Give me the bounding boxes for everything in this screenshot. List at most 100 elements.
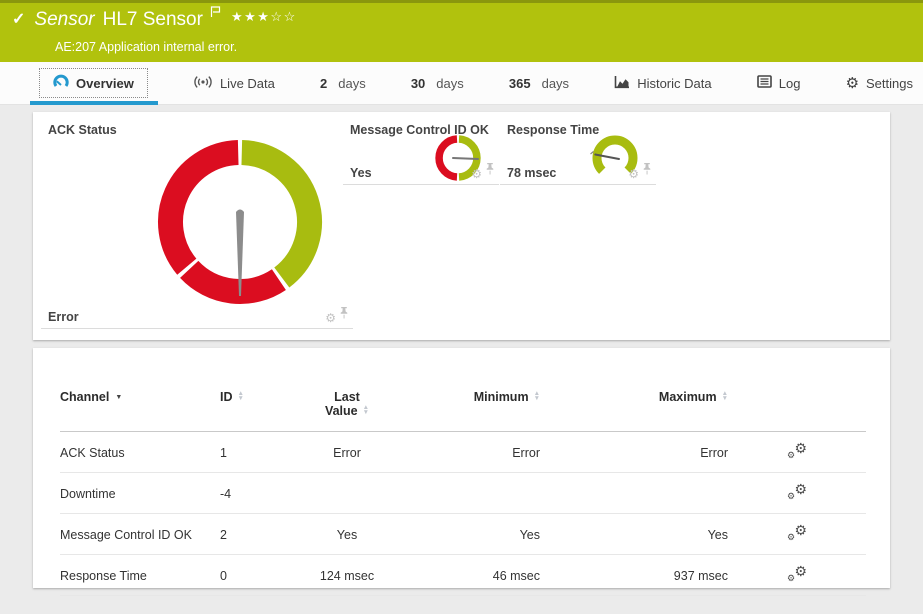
gauge-title: Response Time xyxy=(507,123,600,137)
gauge-value: 78 msec xyxy=(507,166,557,180)
tab-live-data-label: Live Data xyxy=(219,75,275,91)
header-id[interactable]: ID ▲ ▼ xyxy=(220,378,292,432)
gauge-settings-icon[interactable]: ⚙ xyxy=(628,167,639,181)
priority-stars[interactable]: ★★★☆☆ xyxy=(231,9,297,25)
header-minimum-label: Minimum xyxy=(473,390,529,404)
stars-filled: ★★★ xyxy=(230,9,271,24)
sort-icon: ▲ ▼ xyxy=(237,390,244,402)
channel-settings-icon[interactable]: ⚙ ⚙ xyxy=(787,522,807,542)
gauge-pin-icon[interactable] xyxy=(485,162,495,180)
object-type-label: Sensor xyxy=(34,9,95,30)
gauge-needle xyxy=(236,209,244,296)
tab-settings[interactable]: ⚙ Settings xyxy=(846,76,913,91)
sensor-message: AE:207 Application internal error. xyxy=(55,40,238,54)
table-row: Message Control ID OK 2 Yes Yes Yes ⚙ ⚙ xyxy=(60,513,866,555)
status-check-icon: ✓ xyxy=(12,11,26,28)
channel-last-value: 124 msec xyxy=(292,554,402,596)
header-actions xyxy=(728,378,866,432)
channel-last-value: Yes xyxy=(292,513,402,555)
tab-2-days-unit: days xyxy=(338,75,366,91)
channel-id: 2 xyxy=(220,513,292,555)
gauge-settings-icon[interactable]: ⚙ xyxy=(325,311,336,325)
header-minimum[interactable]: Minimum ▲ ▼ xyxy=(402,378,540,432)
flag-icon[interactable] xyxy=(210,5,221,23)
channel-maximum: 937 msec xyxy=(540,554,728,596)
header-last-value-line1: Last xyxy=(334,390,360,404)
live-data-icon xyxy=(193,75,213,92)
header-last-value[interactable]: Last Value ▲ ▼ xyxy=(292,378,402,432)
gauge-settings-icon[interactable]: ⚙ xyxy=(471,167,482,181)
channel-minimum: 46 msec xyxy=(402,554,540,596)
message-control-gauge xyxy=(435,135,481,181)
historic-chart-icon xyxy=(614,75,630,92)
header-last-value-line2: Value xyxy=(324,404,358,418)
header-channel-label: Channel xyxy=(60,390,110,404)
tab-365-days[interactable]: 365 days xyxy=(509,76,569,91)
page-title: HL7 Sensor xyxy=(102,9,203,30)
gauge-tick xyxy=(590,151,594,155)
channel-maximum: Error xyxy=(540,431,728,473)
channel-name[interactable]: Response Time xyxy=(60,568,147,583)
log-list-icon xyxy=(756,75,772,91)
table-row: Downtime -4 ⚙ ⚙ xyxy=(60,472,866,514)
sensor-header: ✓ Sensor HL7 Sensor ★★★☆☆ AE:207 Applica… xyxy=(0,0,923,62)
tab-live-data[interactable]: Live Data xyxy=(193,75,275,92)
gauge-icon xyxy=(53,74,69,92)
tab-overview-label: Overview xyxy=(76,75,134,91)
gauge-title: Message Control ID OK xyxy=(350,123,489,137)
tab-log[interactable]: Log xyxy=(756,75,801,91)
channel-settings-icon[interactable]: ⚙ ⚙ xyxy=(787,563,807,583)
gauges-panel: ACK Status Error ⚙ Message Control ID OK… xyxy=(33,112,890,340)
channel-settings-icon[interactable]: ⚙ ⚙ xyxy=(787,440,807,460)
sort-icon: ▲ ▼ xyxy=(533,390,540,402)
channel-name[interactable]: ACK Status xyxy=(60,445,125,460)
gauge-pin-icon[interactable] xyxy=(642,162,652,180)
channel-id: -4 xyxy=(220,472,292,514)
header-id-label: ID xyxy=(220,390,233,404)
gauge-value: Error xyxy=(48,310,79,324)
tab-2-days-number: 2 xyxy=(320,75,328,91)
gauge-block-response-time: Response Time 78 msec ⚙ xyxy=(500,118,656,185)
gauge-pin-icon[interactable] xyxy=(339,306,349,324)
gauge-needle xyxy=(594,153,620,160)
sort-icon: ▲ ▼ xyxy=(721,390,728,402)
channel-settings-icon[interactable]: ⚙ ⚙ xyxy=(787,481,807,501)
gauge-block-ack-status: ACK Status Error ⚙ xyxy=(41,118,353,329)
gauge-title: ACK Status xyxy=(48,123,117,137)
channel-minimum xyxy=(402,472,540,514)
tab-2-days[interactable]: 2 days xyxy=(320,76,366,91)
gauge-needle xyxy=(452,157,479,160)
channels-table: Channel ▼ ID ▲ ▼ Last Value ▲ ▼ Minimum ▲ ▼ Maxi… xyxy=(60,378,866,596)
tab-bar: Overview Live Data 2 days 30 days 365 da… xyxy=(0,62,923,105)
stars-empty: ☆☆ xyxy=(270,9,297,24)
sort-desc-icon: ▼ xyxy=(115,394,123,402)
channel-maximum: Yes xyxy=(540,513,728,555)
gauge-block-message-control: Message Control ID OK Yes ⚙ xyxy=(343,118,499,185)
response-time-gauge xyxy=(590,135,638,174)
channels-panel: Channel ▼ ID ▲ ▼ Last Value ▲ ▼ Minimum ▲ ▼ Maxi… xyxy=(33,348,890,596)
channel-minimum: Error xyxy=(402,431,540,473)
header-maximum[interactable]: Maximum ▲ ▼ xyxy=(540,378,728,432)
ack-status-gauge xyxy=(158,140,322,304)
channel-last-value xyxy=(292,472,402,514)
channel-name[interactable]: Downtime xyxy=(60,486,116,501)
tab-365-days-number: 365 xyxy=(508,75,531,91)
tab-historic-data-label: Historic Data xyxy=(637,75,712,91)
channel-maximum xyxy=(540,472,728,514)
tab-overview[interactable]: Overview xyxy=(39,68,148,98)
settings-gear-icon: ⚙ xyxy=(845,74,860,92)
tab-settings-label: Settings xyxy=(866,75,913,91)
table-row: Response Time 0 124 msec 46 msec 937 mse… xyxy=(60,554,866,596)
tab-log-label: Log xyxy=(778,75,801,91)
gauge-value: Yes xyxy=(350,166,372,180)
tab-historic-data[interactable]: Historic Data xyxy=(614,75,712,92)
table-row: ACK Status 1 Error Error Error ⚙ ⚙ xyxy=(60,431,866,473)
channel-name[interactable]: Message Control ID OK xyxy=(60,527,192,542)
active-tab-underline xyxy=(30,101,158,105)
channel-id: 0 xyxy=(220,554,292,596)
header-maximum-label: Maximum xyxy=(658,390,717,404)
header-channel[interactable]: Channel ▼ xyxy=(60,378,220,432)
tab-30-days[interactable]: 30 days xyxy=(411,76,464,91)
tab-30-days-unit: days xyxy=(436,75,464,91)
table-header-row: Channel ▼ ID ▲ ▼ Last Value ▲ ▼ Minimum ▲ ▼ Maxi… xyxy=(60,378,866,432)
